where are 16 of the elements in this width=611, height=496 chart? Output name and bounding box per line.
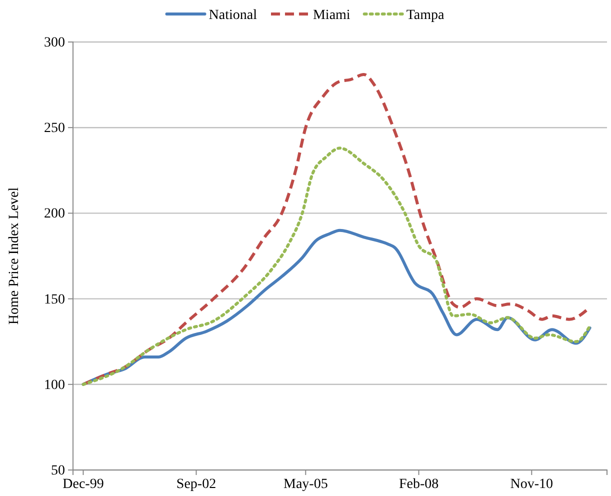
y-axis-title: Home Price Index Level [7, 187, 22, 325]
y-tick-label: 200 [44, 206, 65, 222]
y-tick-label: 300 [44, 35, 65, 50]
x-tick-label: Feb-08 [398, 476, 439, 492]
y-tick-label: 250 [44, 121, 65, 136]
x-tick-label: Dec-99 [62, 476, 104, 492]
y-tick-label: 50 [51, 463, 65, 478]
legend-label: National [208, 8, 258, 23]
y-tick-label: 150 [44, 292, 65, 308]
x-tick-label: Nov-10 [510, 476, 554, 492]
y-tick-label: 100 [44, 378, 65, 393]
x-tick-label: May-05 [283, 476, 328, 492]
x-tick-label: Sep-02 [176, 476, 216, 492]
legend-label: Miami [312, 8, 350, 23]
legend-label: Tampa [406, 8, 446, 23]
line-series [82, 146, 592, 386]
